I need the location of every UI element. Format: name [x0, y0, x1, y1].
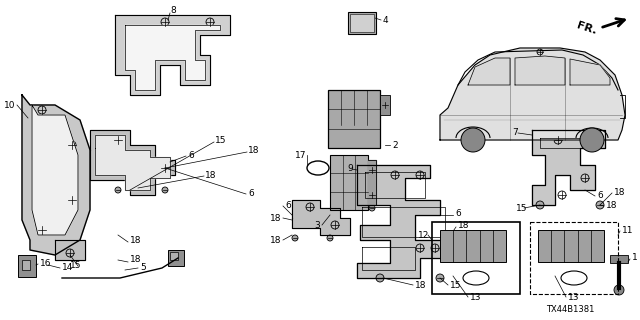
- Polygon shape: [115, 15, 230, 95]
- Polygon shape: [55, 240, 85, 260]
- Polygon shape: [125, 25, 220, 90]
- Polygon shape: [368, 160, 376, 205]
- Bar: [380, 95, 390, 115]
- Text: 11: 11: [622, 226, 634, 235]
- Polygon shape: [22, 95, 90, 255]
- Bar: [18, 255, 36, 277]
- Circle shape: [327, 235, 333, 241]
- Bar: [348, 12, 376, 34]
- Polygon shape: [357, 165, 450, 278]
- Text: 6: 6: [455, 209, 461, 218]
- Bar: [432, 222, 520, 294]
- Text: 7: 7: [512, 127, 518, 137]
- Text: 6: 6: [285, 201, 291, 210]
- Polygon shape: [292, 200, 350, 235]
- Circle shape: [376, 274, 384, 282]
- Circle shape: [436, 274, 444, 282]
- Polygon shape: [90, 130, 175, 195]
- Text: 13: 13: [470, 293, 481, 302]
- Circle shape: [596, 201, 604, 209]
- Text: 14: 14: [62, 263, 74, 273]
- Bar: [22, 260, 30, 270]
- Bar: [328, 90, 380, 148]
- Circle shape: [580, 128, 604, 152]
- Text: 2: 2: [392, 140, 397, 149]
- Circle shape: [292, 235, 298, 241]
- Text: 1: 1: [632, 253, 637, 262]
- Bar: [330, 155, 368, 210]
- Text: 6: 6: [597, 190, 603, 199]
- Text: 3: 3: [314, 220, 320, 229]
- Polygon shape: [532, 130, 605, 205]
- Circle shape: [614, 285, 624, 295]
- Polygon shape: [32, 105, 78, 235]
- Text: 18: 18: [614, 188, 625, 196]
- Text: 18: 18: [205, 171, 216, 180]
- Polygon shape: [468, 58, 510, 85]
- Text: 18: 18: [248, 146, 259, 155]
- Bar: [610, 255, 628, 263]
- Circle shape: [369, 205, 375, 211]
- Polygon shape: [95, 135, 170, 190]
- Circle shape: [536, 201, 544, 209]
- Text: 18: 18: [458, 220, 470, 229]
- Text: 6: 6: [248, 188, 253, 197]
- Text: 13: 13: [568, 293, 579, 302]
- Circle shape: [115, 187, 121, 193]
- Bar: [170, 252, 178, 260]
- Text: 10: 10: [4, 100, 15, 109]
- Text: FR.: FR.: [575, 20, 598, 36]
- Text: 18: 18: [415, 281, 426, 290]
- Bar: [350, 14, 374, 32]
- Text: 4: 4: [383, 15, 388, 25]
- Text: 18: 18: [130, 255, 141, 265]
- Text: 15: 15: [70, 260, 81, 269]
- Text: 18: 18: [270, 236, 282, 244]
- Text: 17: 17: [295, 150, 307, 159]
- Text: 18: 18: [270, 213, 282, 222]
- Text: 15: 15: [215, 135, 227, 145]
- Circle shape: [162, 187, 168, 193]
- Bar: [440, 230, 506, 262]
- Text: 16: 16: [40, 260, 51, 268]
- Circle shape: [461, 128, 485, 152]
- Text: 6: 6: [188, 150, 194, 159]
- Bar: [168, 250, 184, 266]
- Polygon shape: [570, 59, 610, 85]
- Text: 18: 18: [606, 201, 618, 210]
- Bar: [530, 222, 618, 294]
- Text: 18: 18: [130, 236, 141, 244]
- Text: 9: 9: [347, 164, 353, 172]
- Bar: [538, 230, 604, 262]
- Text: 12: 12: [418, 230, 429, 239]
- Text: 15: 15: [450, 281, 461, 290]
- Text: TX44B1381: TX44B1381: [546, 306, 594, 315]
- Polygon shape: [440, 48, 625, 140]
- Text: 5: 5: [140, 263, 146, 273]
- Text: 8: 8: [170, 5, 176, 14]
- Polygon shape: [515, 56, 565, 85]
- Text: 15: 15: [516, 204, 527, 212]
